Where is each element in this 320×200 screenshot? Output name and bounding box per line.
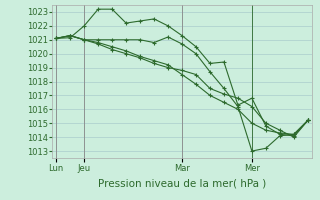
X-axis label: Pression niveau de la mer( hPa ): Pression niveau de la mer( hPa ): [98, 178, 266, 188]
